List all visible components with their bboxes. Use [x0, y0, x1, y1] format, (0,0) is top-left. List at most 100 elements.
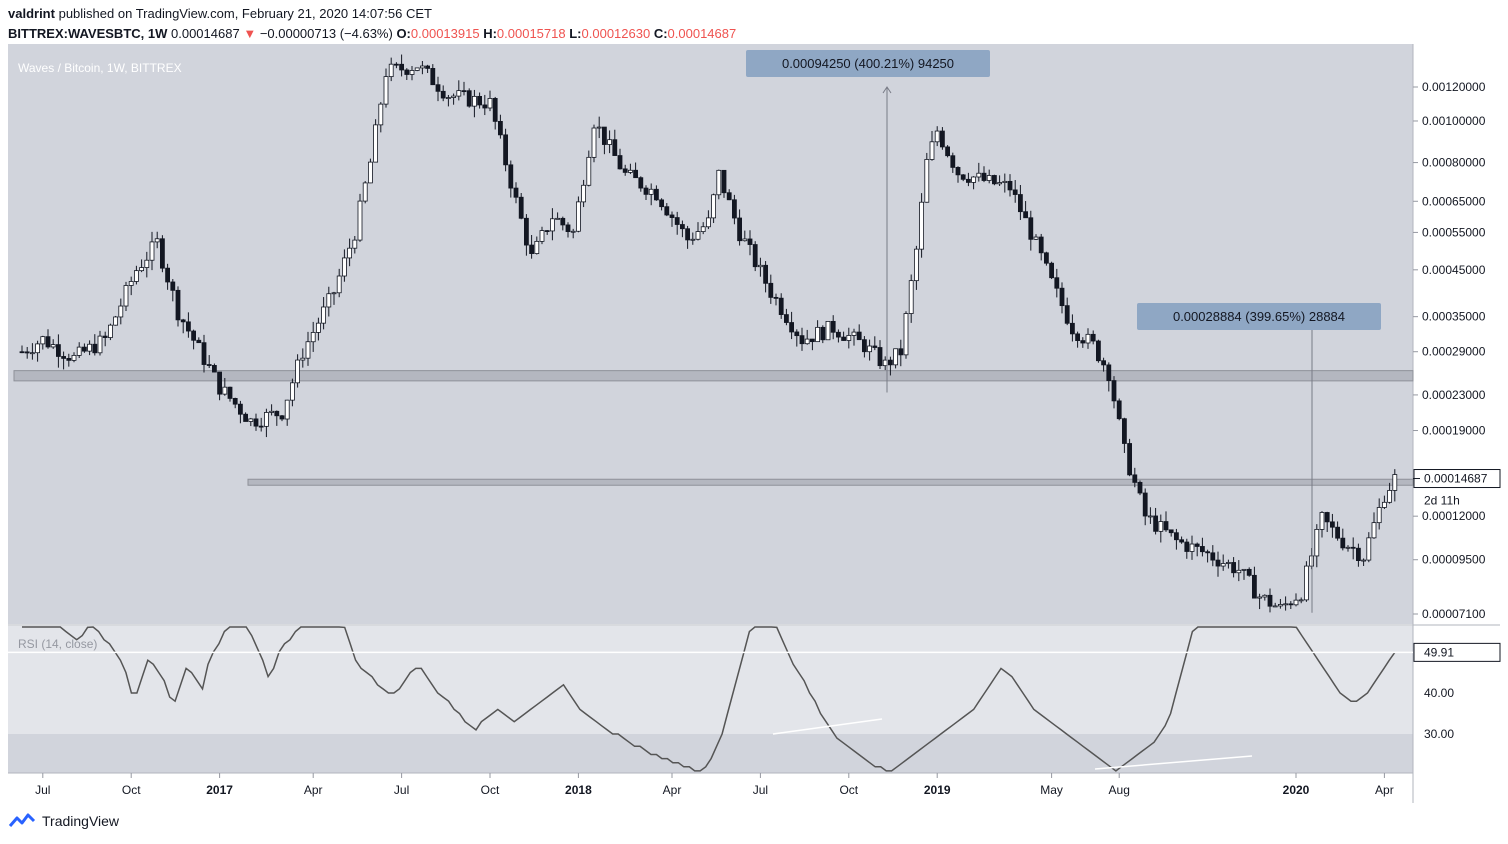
x-tick-label: Aug [1109, 783, 1130, 797]
tradingview-logo-icon [8, 813, 36, 827]
candle [383, 76, 389, 105]
candle [1350, 546, 1356, 549]
candle [1101, 360, 1106, 366]
candle [1257, 596, 1262, 599]
candle [97, 335, 103, 354]
candle [586, 156, 592, 186]
candle [1090, 333, 1096, 342]
symbol-label: BITTREX:WAVESBTC, 1W [8, 26, 168, 41]
y-tick-label: 0.00029000 [1422, 345, 1486, 359]
candle [1018, 194, 1023, 213]
x-tick-label: Jul [394, 783, 409, 797]
candle [149, 241, 155, 261]
candle [175, 289, 181, 321]
candle [61, 356, 66, 359]
candle [1153, 515, 1158, 532]
candle [716, 169, 722, 196]
candle [1283, 603, 1288, 606]
author-name[interactable]: valdrint [8, 6, 55, 21]
candle [638, 177, 644, 189]
countdown-label: 2d 11h [1424, 494, 1460, 508]
candle [628, 169, 633, 173]
candle [497, 121, 503, 136]
candle [940, 130, 945, 148]
candle [539, 230, 545, 242]
candle [903, 313, 909, 356]
candle [1371, 522, 1377, 539]
candle [747, 238, 753, 245]
candle [1345, 546, 1351, 549]
candle [1002, 180, 1008, 183]
candle [570, 230, 576, 233]
candle [461, 90, 467, 93]
candle [700, 226, 706, 232]
candle [581, 184, 586, 203]
candle [685, 228, 690, 241]
candle [810, 338, 815, 343]
candle [1215, 559, 1221, 567]
rsi-tick-label: 30.00 [1424, 727, 1454, 741]
candle [1168, 529, 1174, 534]
candle [794, 331, 800, 337]
candle [279, 415, 285, 420]
candle [825, 320, 831, 341]
candle [326, 293, 332, 308]
candle [487, 98, 493, 109]
candle [617, 155, 623, 170]
candle [1272, 605, 1278, 608]
candle [154, 238, 160, 243]
candle [971, 176, 976, 183]
candle [544, 230, 550, 232]
chart-title: Waves / Bitcoin, 1W, BITTREX [18, 61, 182, 75]
candle [1111, 380, 1117, 402]
candle [404, 69, 410, 75]
x-tick-label: Apr [1375, 783, 1394, 797]
candle [732, 199, 737, 219]
rsi-band [8, 626, 1413, 734]
candle [1278, 603, 1283, 607]
y-tick-label: 0.00007100 [1422, 607, 1486, 621]
open-label: O: [396, 26, 411, 41]
x-tick-label: 2020 [1283, 783, 1310, 797]
x-tick-label: May [1040, 783, 1063, 797]
candle [211, 365, 217, 373]
candle [419, 65, 425, 69]
candle [830, 320, 836, 333]
candle [1148, 515, 1153, 518]
candle [92, 343, 98, 354]
candle [430, 68, 436, 86]
candle [1064, 305, 1070, 324]
candle [1298, 599, 1304, 602]
candle [742, 238, 748, 242]
candle [908, 280, 914, 314]
price-change: −0.00000713 (−4.63%) [259, 26, 393, 41]
rsi-tick-label: 40.00 [1424, 686, 1454, 700]
candle [550, 218, 555, 232]
candle [24, 351, 30, 354]
candle [82, 346, 87, 352]
candle [451, 95, 457, 98]
candle [466, 90, 472, 107]
candle [1241, 568, 1247, 571]
candle [924, 159, 930, 203]
candle [1116, 400, 1122, 420]
candle [217, 371, 223, 395]
candle [763, 264, 768, 284]
candle [622, 168, 628, 173]
candle [1075, 333, 1080, 341]
candle [1210, 552, 1216, 561]
candle [1096, 340, 1101, 362]
candle [87, 343, 92, 352]
candle [1252, 574, 1257, 599]
candle [1335, 526, 1340, 539]
candle [456, 90, 462, 97]
candle [955, 167, 961, 176]
candle [1246, 568, 1252, 576]
published-text: published on TradingView.com, February 2… [58, 6, 432, 21]
candle [836, 331, 841, 338]
candle [664, 206, 670, 216]
candle [180, 319, 186, 323]
candle [76, 346, 82, 356]
candle [414, 67, 420, 71]
